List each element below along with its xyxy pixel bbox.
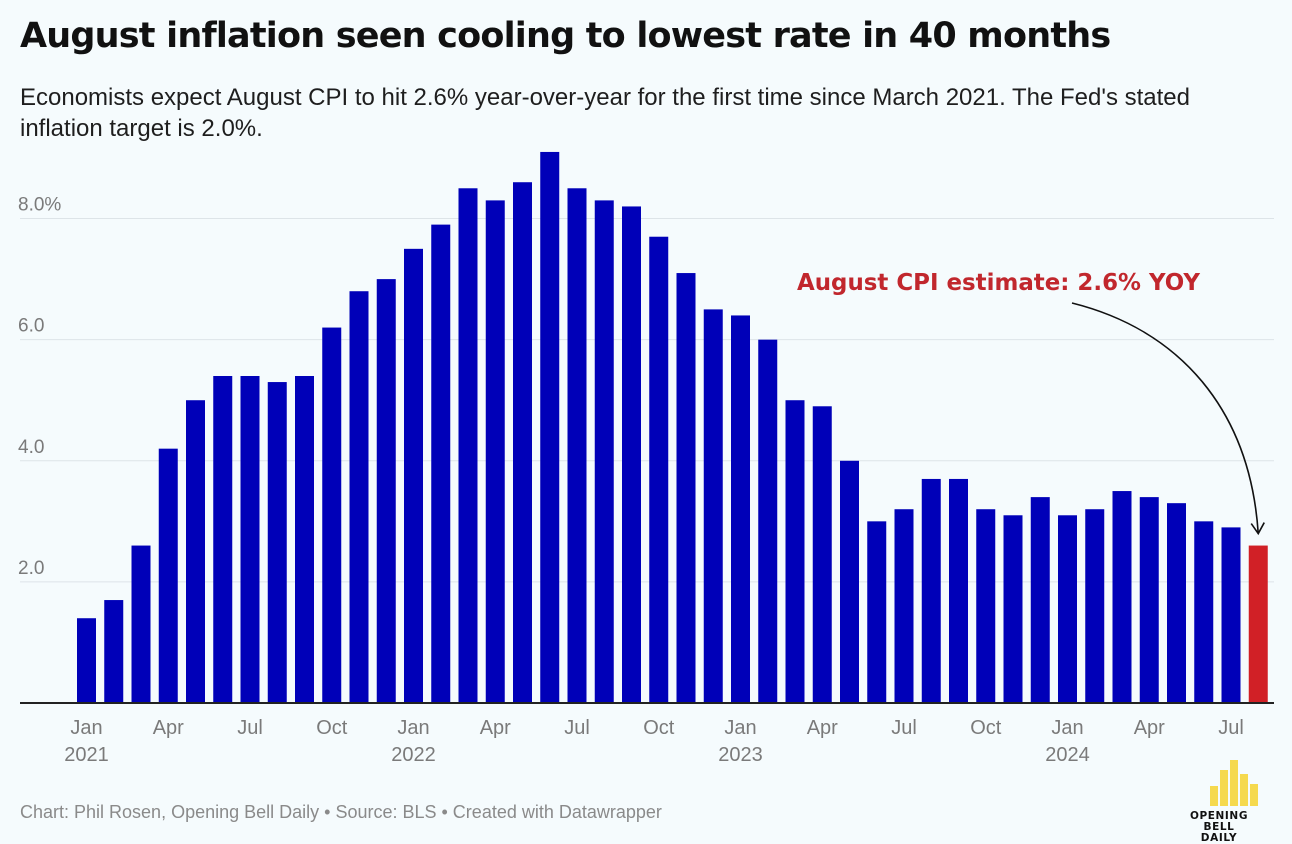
logo-bar-3 xyxy=(1230,760,1238,806)
bar xyxy=(1194,521,1214,703)
bar xyxy=(949,478,968,703)
bar xyxy=(104,600,124,703)
chart-subtitle: Economists expect August CPI to hit 2.6%… xyxy=(20,84,1190,142)
bar xyxy=(894,509,914,703)
x-tick-month: Jan xyxy=(70,717,102,739)
bar xyxy=(840,460,859,703)
bar xyxy=(976,509,996,703)
annotation-arrow xyxy=(1071,302,1260,534)
x-tick-month: Jul xyxy=(891,717,917,739)
x-axis-labels: Jan 2021 Apr Jul Oct Jan 2022 Apr Jul Oct Jan 2023 A… xyxy=(64,717,1244,766)
bar xyxy=(867,521,887,703)
x-tick-month: Jul xyxy=(237,717,263,739)
bar xyxy=(158,448,178,703)
bar xyxy=(1030,497,1050,703)
logo-bar-1 xyxy=(1210,786,1218,806)
logo-bar-4 xyxy=(1240,774,1248,806)
bar xyxy=(703,309,723,703)
bar xyxy=(295,376,314,703)
bar xyxy=(431,224,451,703)
bar xyxy=(240,376,260,703)
chart-credit: Chart: Phil Rosen, Opening Bell Daily • … xyxy=(20,802,662,822)
bar xyxy=(649,236,669,703)
logo-line-1: OPENING BELL xyxy=(1189,810,1249,833)
bar xyxy=(676,273,696,703)
bar xyxy=(812,406,832,703)
bar xyxy=(513,182,532,703)
bar xyxy=(1112,491,1132,703)
bar xyxy=(540,151,560,703)
bar xyxy=(1085,509,1105,703)
bar xyxy=(376,279,396,703)
bar xyxy=(322,327,342,703)
x-tick-month: Apr xyxy=(807,717,838,739)
bar xyxy=(731,315,750,703)
x-tick-month: Apr xyxy=(1134,717,1165,739)
chart-title: August inflation seen cooling to lowest … xyxy=(20,16,1111,56)
bar xyxy=(349,291,369,703)
y-tick-label: 4.0 xyxy=(18,437,44,458)
x-tick-year: 2023 xyxy=(718,744,763,766)
bar xyxy=(186,400,205,703)
x-tick-month: Oct xyxy=(643,717,675,739)
logo-bar-5 xyxy=(1250,784,1258,806)
x-tick-month: Apr xyxy=(153,717,184,739)
opening-bell-logo: OPENING BELL DAILY xyxy=(1176,756,1262,844)
x-tick-year: 2022 xyxy=(391,744,436,766)
x-tick-year: 2021 xyxy=(64,744,109,766)
bar xyxy=(131,545,151,703)
annotation: August CPI estimate: 2.6% YOY xyxy=(797,270,1265,536)
bar xyxy=(77,618,96,703)
bar xyxy=(458,188,478,703)
bar xyxy=(594,200,614,703)
x-tick-month: Apr xyxy=(480,717,511,739)
bar xyxy=(622,206,641,703)
bar xyxy=(404,248,423,704)
annotation-label: August CPI estimate: 2.6% YOY xyxy=(797,270,1200,296)
bar xyxy=(1139,497,1159,703)
logo-bar-2 xyxy=(1220,770,1228,806)
y-tick-label: 8.0% xyxy=(18,195,61,216)
x-tick-month: Jan xyxy=(397,717,429,739)
logo-line-2: DAILY xyxy=(1200,832,1238,844)
bar-august-2024-estimate xyxy=(1248,545,1268,703)
y-tick-label: 2.0 xyxy=(18,558,44,579)
bar-series xyxy=(77,151,1268,704)
bar xyxy=(921,478,941,703)
y-tick-label: 6.0 xyxy=(18,316,44,337)
bell-bars-icon xyxy=(1210,760,1258,806)
bar xyxy=(567,188,587,703)
x-tick-month: Oct xyxy=(316,717,348,739)
bar xyxy=(785,400,805,703)
bar xyxy=(213,376,233,703)
x-tick-month: Jan xyxy=(724,717,756,739)
x-tick-month: Jan xyxy=(1051,717,1083,739)
bar xyxy=(267,382,287,703)
y-axis-labels: 2.0 4.0 6.0 8.0% xyxy=(18,195,61,579)
bar xyxy=(1221,527,1241,703)
x-tick-year: 2024 xyxy=(1045,744,1090,766)
bar xyxy=(1167,503,1186,703)
x-tick-month: Jul xyxy=(1218,717,1244,739)
bar xyxy=(758,339,778,703)
bar xyxy=(1058,515,1077,703)
x-tick-month: Jul xyxy=(564,717,590,739)
arrowhead-icon xyxy=(1250,522,1265,536)
bar xyxy=(485,200,505,703)
x-tick-month: Oct xyxy=(970,717,1002,739)
logo-wordmark: OPENING BELL DAILY xyxy=(1176,811,1262,844)
bar xyxy=(1003,515,1023,703)
